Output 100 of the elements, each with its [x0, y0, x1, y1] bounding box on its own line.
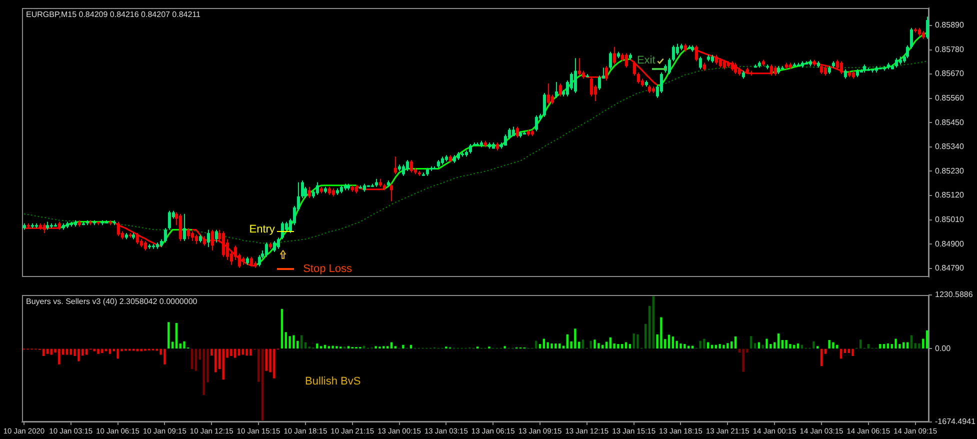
bar [680, 344, 682, 349]
candlestick [183, 213, 186, 242]
candlestick [660, 72, 663, 94]
bar [758, 342, 760, 349]
bar [320, 346, 322, 349]
bar [621, 344, 624, 349]
bar [773, 342, 776, 349]
candlestick [824, 66, 827, 76]
bar [168, 322, 170, 349]
candlestick [516, 126, 519, 138]
y-tick-label: 0.84790 [935, 264, 964, 273]
y-tick-label: 0.00 [935, 344, 952, 353]
bar [590, 340, 592, 349]
y-tick-label: -1674.4941 [935, 417, 976, 426]
candlestick [168, 210, 171, 230]
bar [394, 346, 396, 349]
y-tick-label: 0.85780 [935, 44, 964, 54]
candlestick [402, 164, 405, 176]
candlestick [551, 94, 554, 105]
bar [828, 340, 830, 349]
bar [609, 337, 612, 349]
bar [812, 341, 815, 349]
bar [238, 348, 240, 356]
bar [164, 348, 166, 364]
bar [648, 306, 651, 349]
bar [707, 342, 710, 349]
bar [882, 344, 886, 349]
bar [382, 346, 385, 349]
bar [246, 348, 248, 356]
candlestick [469, 144, 472, 154]
bar [261, 348, 264, 420]
bar [848, 348, 850, 353]
bar [140, 348, 142, 352]
candlestick [836, 59, 839, 70]
bar [687, 346, 690, 349]
bar [363, 346, 366, 349]
bar [844, 348, 846, 353]
candlestick [304, 186, 307, 199]
bar [550, 344, 553, 349]
bar [796, 344, 800, 349]
y-tick-label: 0.85010 [935, 214, 964, 224]
bar [136, 348, 138, 352]
bar [820, 348, 823, 366]
bar [265, 348, 268, 371]
bar [273, 348, 276, 378]
bar [101, 348, 104, 353]
bar [632, 333, 635, 349]
bar [58, 348, 60, 364]
candlestick [910, 27, 913, 50]
bar [867, 344, 870, 349]
bar [504, 346, 506, 349]
candlestick [265, 242, 268, 258]
bar [300, 335, 303, 349]
candlestick [574, 58, 577, 94]
bar [562, 346, 565, 349]
candlestick [390, 183, 393, 202]
candlestick [410, 159, 413, 174]
annotation: Entry [249, 224, 276, 236]
bar [304, 342, 307, 349]
bar [222, 348, 224, 380]
bar [922, 338, 924, 349]
candlestick [578, 58, 581, 76]
bar [684, 344, 686, 349]
bar [777, 333, 780, 349]
bar [852, 348, 854, 356]
candlestick [719, 58, 722, 68]
bar [636, 334, 639, 349]
candlestick [906, 44, 909, 59]
candlestick [211, 229, 214, 251]
candlestick [895, 58, 898, 68]
bar [785, 340, 788, 349]
candlestick [613, 46, 616, 66]
candlestick [308, 186, 311, 199]
bar [628, 344, 632, 349]
bar [284, 332, 287, 349]
candlestick [598, 75, 601, 90]
y-tick-label: 0.85890 [935, 20, 964, 30]
bar [582, 340, 584, 349]
bar [179, 344, 182, 349]
candlestick [926, 16, 929, 40]
candlestick [117, 221, 120, 237]
bar [558, 344, 561, 349]
chart-title: Buyers vs. Sellers v3 (40) 2.3058042 0.0000000 [26, 297, 198, 306]
bar [234, 348, 236, 358]
bar [652, 296, 654, 349]
bar [97, 348, 100, 354]
chart-title: EURGBP,M15 0.84209 0.84216 0.84207 0.84211 [26, 10, 202, 20]
candlestick [187, 228, 190, 240]
candlestick [543, 92, 546, 118]
bar [574, 328, 576, 349]
candlestick [136, 232, 139, 245]
bar [42, 348, 45, 356]
bar [624, 342, 628, 349]
bar [230, 348, 232, 356]
bar [214, 348, 217, 372]
candlestick [731, 60, 734, 72]
candlestick [43, 222, 46, 234]
bar [78, 348, 80, 362]
candlestick [207, 229, 210, 248]
bar [402, 344, 404, 349]
